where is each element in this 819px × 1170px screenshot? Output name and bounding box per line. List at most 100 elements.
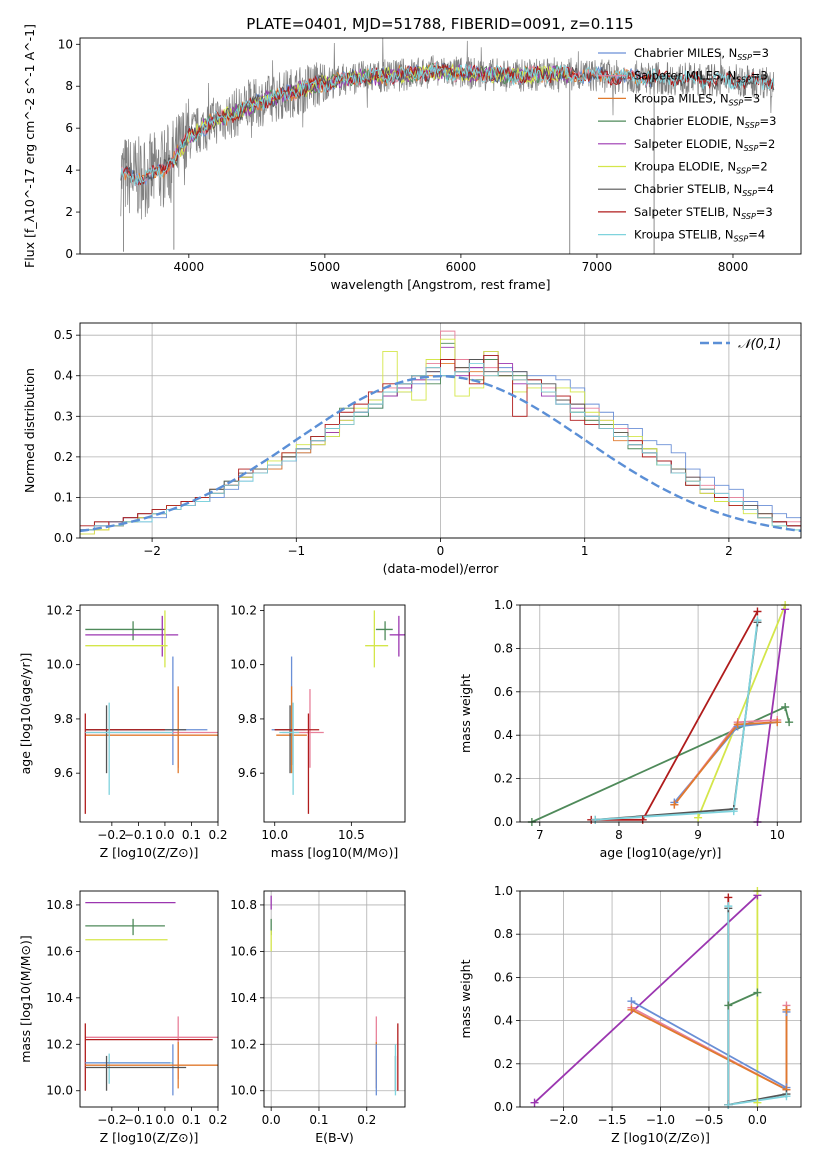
weight-line xyxy=(756,609,787,822)
legend-label: Chabrier MILES, NSSP=3 xyxy=(634,46,769,62)
y-tick-label: 6 xyxy=(65,121,73,135)
x-tick-label: 0 xyxy=(437,544,445,558)
panel-spectrum: 4000 5000 6000 7000 8000 0 2 4 6 8 10 wavelength [A… xyxy=(22,24,802,292)
plot-area xyxy=(270,895,399,1096)
y-tick-label: 10.0 xyxy=(46,658,73,672)
legend-label: Kroupa STELIB, NSSP=4 xyxy=(634,228,765,244)
x-tick-label: 0.1 xyxy=(309,1113,328,1127)
y-tick-label: 0.6 xyxy=(494,970,513,984)
x-tick-label: 7 xyxy=(536,828,544,842)
y-axis-label: age [log10(age/yr)] xyxy=(18,653,33,775)
x-tick-label: −0.5 xyxy=(694,1113,723,1127)
weight-marker xyxy=(591,815,600,824)
weight-marker xyxy=(530,1098,539,1107)
y-tick-label: 10.4 xyxy=(46,991,73,1005)
weight-marker xyxy=(781,702,790,711)
legend-label: 𝒩(0,1) xyxy=(738,337,781,352)
x-tick-label: 4000 xyxy=(174,260,205,274)
y-tick-label: 0.0 xyxy=(54,531,73,545)
axes-frame xyxy=(79,37,802,255)
model-spectrum xyxy=(120,63,774,186)
axes-frame xyxy=(79,322,802,539)
x-tick-label: 9 xyxy=(694,828,702,842)
x-axis-label: mass [log10(M/M⊙)] xyxy=(271,845,399,860)
weight-marker xyxy=(773,718,782,727)
x-tick-label: −0.2 xyxy=(97,1113,126,1127)
y-tick-label: 10.6 xyxy=(46,944,73,958)
y-tick-label: 10.2 xyxy=(230,1037,257,1051)
x-tick-label: −2.0 xyxy=(549,1113,578,1127)
y-tick-label: 0.8 xyxy=(494,641,513,655)
weight-marker xyxy=(627,1005,636,1014)
legend-label: Salpeter STELIB, NSSP=3 xyxy=(634,205,773,221)
y-tick-label: 10.0 xyxy=(46,1084,73,1098)
x-tick-label: −2 xyxy=(143,544,161,558)
x-tick-label: 8000 xyxy=(718,260,749,274)
y-tick-label: 4 xyxy=(65,163,73,177)
y-tick-label: 1.0 xyxy=(494,598,513,612)
plot-area xyxy=(271,610,405,814)
x-tick-label: 10.0 xyxy=(261,828,288,842)
weight-line xyxy=(727,991,758,1007)
y-tick-label: 0.1 xyxy=(54,490,73,504)
x-tick-label: 6000 xyxy=(446,260,477,274)
x-tick-label: 7000 xyxy=(582,260,613,274)
x-tick-label: −0.2 xyxy=(97,828,126,842)
panel-mass_vs_EBV: 0.0 0.1 0.2 10.0 10.2 10.4 10.6 10.8 E(B-V) xyxy=(230,890,406,1145)
x-tick-label: 0.1 xyxy=(182,1113,201,1127)
x-axis-label: wavelength [Angstrom, rest frame] xyxy=(330,277,550,292)
y-tick-label: 10.2 xyxy=(46,1037,73,1051)
axes-frame xyxy=(519,604,802,823)
y-tick-label: 10.2 xyxy=(46,603,73,617)
figure-title: PLATE=0401, MJD=51788, FIBERID=0091, z=0… xyxy=(246,15,633,33)
y-tick-label: 1.0 xyxy=(494,884,513,898)
y-tick-label: 10.8 xyxy=(230,898,257,912)
weight-marker xyxy=(670,800,679,809)
panel-mass_vs_Z: −0.2−0.1 0.0 0.1 0.2 10.0 10.2 10.4 10.6 10.8 Z [… xyxy=(18,890,228,1145)
y-tick-label: 10.4 xyxy=(230,991,257,1005)
panel-massweight_vs_Z: −2.0 −1.5 −1.0 −0.5 0.0 0.0 0.2 0.4 0.6 0.8 1.0 Z [… xyxy=(458,884,802,1145)
weight-line xyxy=(697,605,787,819)
y-tick-label: 0.4 xyxy=(494,1014,513,1028)
x-axis-label: age [log10(age/yr)] xyxy=(600,845,722,860)
y-tick-label: 0.4 xyxy=(494,728,513,742)
y-tick-label: 0.3 xyxy=(54,409,73,423)
plot-area xyxy=(84,901,218,1096)
model-spectrum xyxy=(120,62,775,187)
y-tick-label: 2 xyxy=(65,205,73,219)
x-tick-label: −1.0 xyxy=(646,1113,675,1127)
y-tick-label: 0.4 xyxy=(54,369,73,383)
weight-marker xyxy=(724,893,733,902)
x-tick-label: 5000 xyxy=(310,260,341,274)
x-tick-label: −0.1 xyxy=(124,828,153,842)
y-tick-label: 10 xyxy=(58,37,73,51)
weight-marker xyxy=(724,902,733,911)
y-tick-label: 9.6 xyxy=(54,766,73,780)
y-axis-label: Normed distribution xyxy=(22,368,37,493)
panel-massweight_vs_age: 7 8 9 10 0.0 0.2 0.4 0.6 0.8 1.0 age [log10(age/yr… xyxy=(458,598,802,860)
weight-marker xyxy=(729,807,738,816)
y-tick-label: 10.8 xyxy=(46,898,73,912)
panel-age_vs_mass: 10.0 10.5 9.6 9.8 10.0 10.2 mass [log10(M/M⊙)] xyxy=(230,603,406,860)
panel-residuals: −2 −1 0 1 2 0.0 0.1 0.2 0.3 0.4 0.5 (data-model)/er… xyxy=(22,322,802,576)
x-tick-label: −1 xyxy=(287,544,305,558)
x-tick-label: −0.1 xyxy=(124,1113,153,1127)
x-tick-label: 2 xyxy=(725,544,733,558)
plot-area xyxy=(120,38,775,254)
y-tick-label: 0.0 xyxy=(494,1100,513,1114)
weight-marker xyxy=(753,1098,762,1107)
y-axis-label: Flux [f_λ10^-17 erg cm^-2 s^-1 A^-1] xyxy=(22,24,37,268)
weight-marker xyxy=(782,1005,791,1014)
y-tick-label: 0.2 xyxy=(494,772,513,786)
weight-marker xyxy=(753,607,762,616)
weight-marker xyxy=(782,1092,791,1101)
legend-label: Salpeter MILES, NSSP=3 xyxy=(634,69,768,85)
x-tick-label: 8 xyxy=(615,828,623,842)
x-tick-label: 0.2 xyxy=(208,1113,227,1127)
x-tick-label: 0.0 xyxy=(262,1113,281,1127)
x-tick-label: 0.0 xyxy=(155,828,174,842)
y-tick-label: 0.0 xyxy=(494,815,513,829)
plot-area xyxy=(80,330,801,538)
legend-label: Chabrier ELODIE, NSSP=3 xyxy=(634,114,776,130)
weight-line xyxy=(533,894,759,1104)
